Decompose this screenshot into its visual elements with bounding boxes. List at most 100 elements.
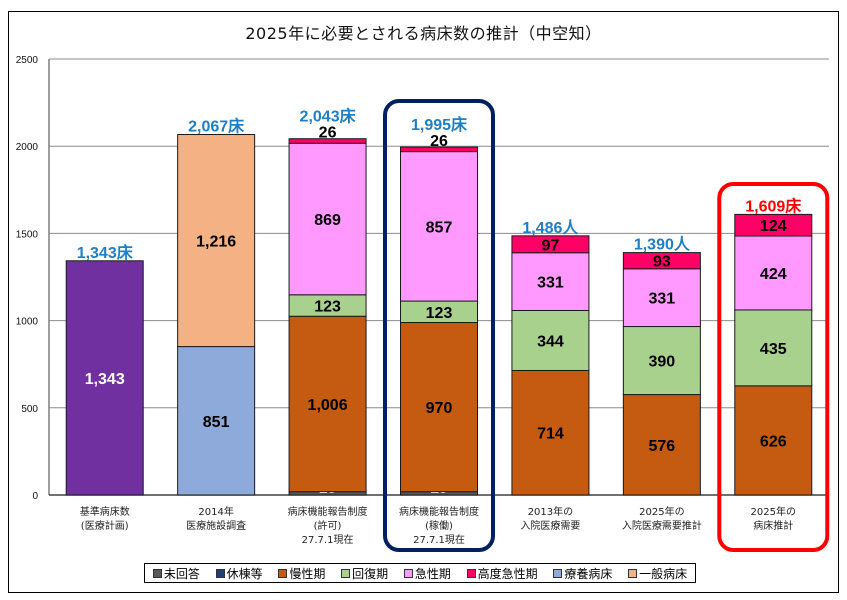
bar-value-label: 869: [314, 212, 341, 229]
bar-value-label: 97: [542, 237, 560, 254]
legend-item: 未回答: [152, 565, 200, 582]
x-category-label: 医療施設調査: [186, 519, 246, 532]
bar-total-label: 1,995床: [411, 115, 468, 134]
x-category-label: 病床推計: [753, 519, 793, 532]
bar-segment: [400, 151, 478, 302]
bar-value-label: 344: [537, 333, 564, 350]
legend-swatch-icon: [553, 568, 563, 578]
y-tick-label: 500: [21, 404, 38, 415]
bar-segment: [511, 235, 590, 254]
bar-value-label: 576: [649, 438, 676, 455]
legend-label: 慢性期: [289, 566, 326, 581]
bar-segment: [511, 252, 590, 311]
bar-segment: [511, 309, 590, 371]
y-tick-label: 1000: [16, 317, 39, 328]
legend-item: 療養病床: [553, 565, 612, 582]
bar-value-label: 26: [430, 133, 448, 150]
bar-value-label: 851: [203, 414, 230, 431]
legend-swatch-icon: [466, 568, 476, 578]
y-tick-label: 0: [32, 491, 38, 502]
bar-segment: [177, 346, 256, 496]
legend-item: 一般病床: [628, 565, 687, 582]
legend-item: 休棟等: [215, 565, 263, 582]
bar-segment: [622, 268, 701, 328]
bar-total-label: 2,043床: [300, 107, 357, 126]
bar-value-label: 123: [426, 305, 453, 322]
x-category-label: 入院医療需要: [520, 519, 580, 532]
bar-value-label: 331: [649, 291, 676, 308]
x-category-label: 27.7.1現在: [302, 534, 354, 546]
x-category-label: (稼働): [425, 519, 453, 532]
x-category-label: 病床機能報告制度: [288, 505, 368, 518]
legend-label: 高度急性期: [477, 566, 538, 581]
legend-label: 急性期: [414, 566, 451, 581]
x-category-label: (許可): [314, 519, 342, 532]
bar-segment: [734, 213, 813, 237]
legend-swatch-icon: [628, 568, 638, 578]
bar-value-label: 626: [760, 433, 787, 450]
bar-value-label: 26: [319, 125, 337, 142]
bar-segment: [288, 138, 367, 144]
legend-label: 回復期: [352, 566, 389, 581]
bar-value-label: 424: [760, 266, 787, 283]
legend-swatch-icon: [215, 568, 225, 578]
bar-segment: [734, 385, 813, 496]
y-tick-label: 2500: [16, 55, 39, 66]
bar-value-label: 1,343: [85, 371, 125, 388]
highlight-box: [717, 182, 830, 552]
bar-segment: [400, 146, 478, 153]
bar-segment: [734, 309, 813, 387]
bar-total-label: 2,067床: [188, 117, 245, 136]
bar-total-label: 1,343床: [77, 243, 134, 262]
bar-value-label: 390: [649, 354, 676, 371]
legend-item: 高度急性期: [466, 565, 538, 582]
bar-value-label: 123: [314, 299, 341, 316]
legend-swatch-icon: [403, 568, 413, 578]
bar-segment: [288, 315, 367, 493]
bar-value-label: 1,216: [196, 234, 236, 251]
bar-value-label: 124: [760, 218, 787, 235]
x-category-label: 病床機能報告制度: [399, 505, 479, 518]
bar-value-label: 435: [760, 341, 787, 358]
legend-swatch-icon: [152, 568, 162, 578]
x-category-label: 入院医療需要推計: [622, 519, 702, 532]
x-category-label: 2025年の: [751, 505, 796, 518]
bar-total-label: 1,486人: [522, 219, 579, 237]
bar-value-label: 93: [653, 254, 671, 271]
y-tick-label: 1500: [16, 229, 39, 240]
bar-segment: [622, 394, 701, 496]
chart-title: 2025年に必要とされる病床数の推計（中空知）: [245, 24, 602, 43]
bar-value-label: 331: [537, 275, 564, 292]
x-category-label: 27.7.1現在: [413, 534, 465, 546]
legend-label: 一般病床: [639, 566, 688, 581]
x-category-label: 2014年: [198, 505, 233, 518]
bar-value-label: 1,006: [308, 397, 348, 414]
bar-segment: [622, 252, 701, 270]
highlight-box: [383, 99, 495, 552]
bar-value-label: 714: [537, 426, 564, 443]
legend-swatch-icon: [341, 568, 351, 578]
bar-segment: [734, 235, 813, 311]
legend-label: 療養病床: [564, 566, 613, 581]
bar-total-label: 1,390人: [634, 236, 691, 254]
legend-item: 急性期: [403, 565, 451, 582]
y-tick-label: 2000: [16, 142, 39, 153]
bar-value-label: 970: [426, 400, 453, 417]
bar-segment: [177, 134, 256, 348]
legend-label: 未回答: [163, 566, 200, 581]
bar-segment: [511, 369, 590, 496]
x-category-label: 2025年の: [639, 505, 684, 518]
bar-segment: [400, 322, 478, 493]
bar-segment: [288, 142, 367, 296]
bar-total-label: 1,609床: [745, 196, 802, 215]
x-category-label: (医療計画): [81, 519, 129, 532]
bar-segment: [65, 260, 144, 496]
chart-legend: 未回答 休棟等 慢性期 回復期 急性期 高度急性期 療養病床 一般病床: [144, 563, 696, 583]
bar-value-label: 857: [426, 219, 453, 236]
legend-item: 回復期: [341, 565, 388, 582]
legend-item: 慢性期: [278, 565, 325, 582]
legend-label: 休棟等: [226, 566, 263, 581]
legend-swatch-icon: [278, 568, 288, 578]
x-category-label: 2013年の: [528, 505, 573, 518]
